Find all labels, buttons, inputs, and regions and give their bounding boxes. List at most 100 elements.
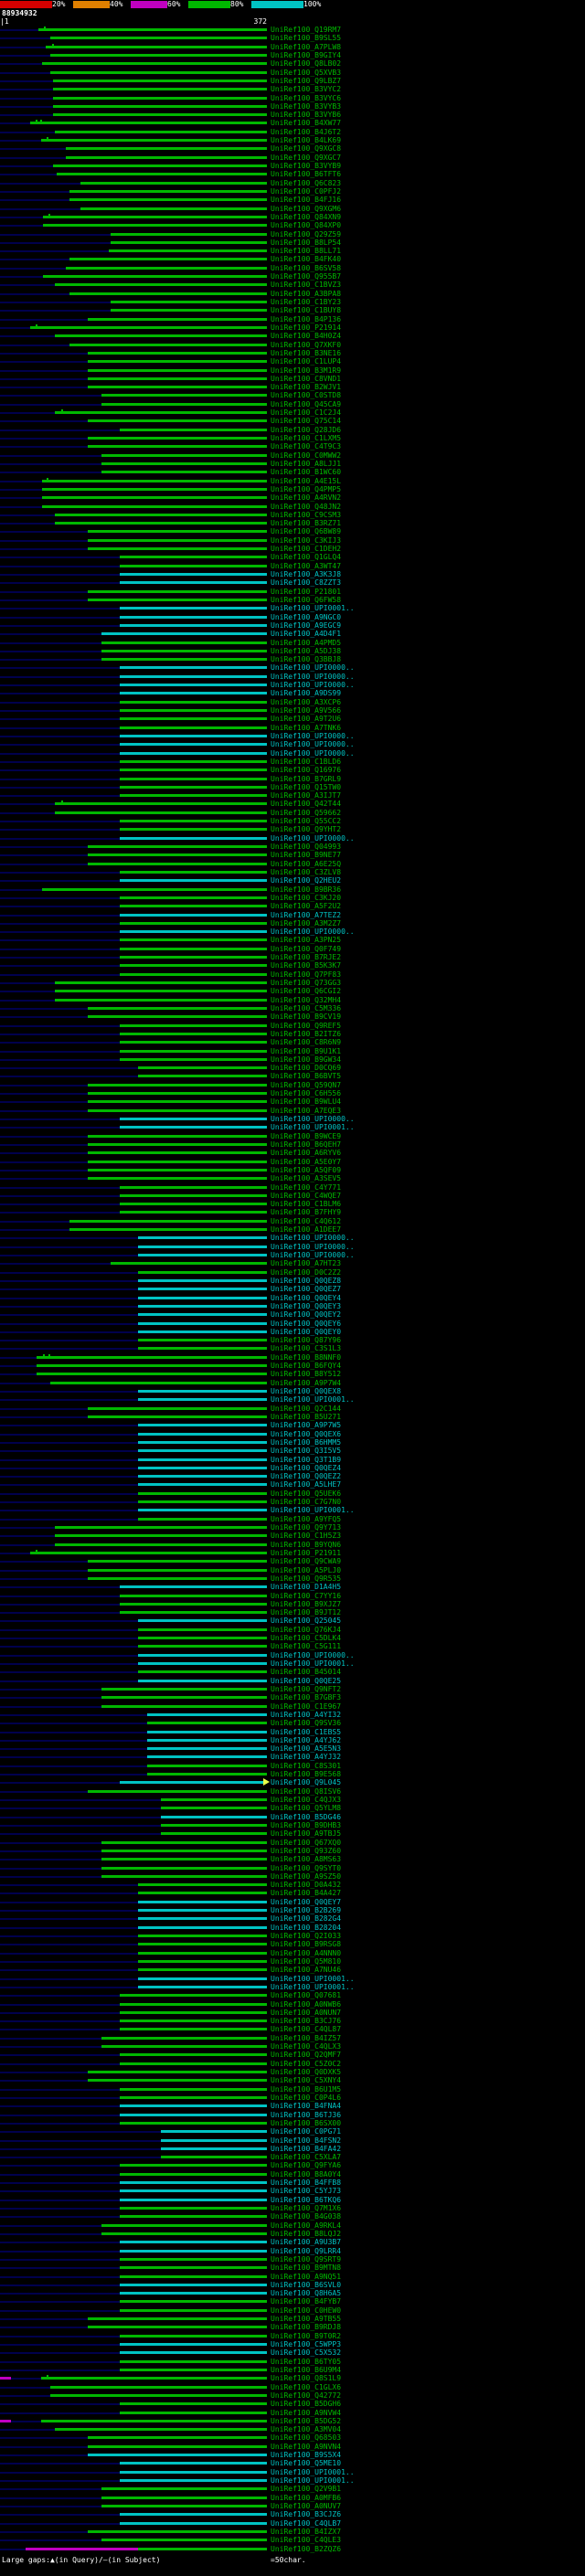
hit-label[interactable]: UniRef100_A9TB55 — [271, 2315, 342, 2324]
hit-label[interactable]: UniRef100_C1BUY8 — [271, 306, 342, 315]
hit-label[interactable]: UniRef100_C5Z0C2 — [271, 2059, 342, 2068]
hit-label[interactable]: UniRef100_B9BR36 — [271, 885, 342, 894]
hit-label[interactable]: UniRef100_Q93Z60 — [271, 1846, 342, 1855]
hit-label[interactable]: UniRef100_Q87Y96 — [271, 1336, 342, 1345]
hit-label[interactable]: UniRef100_B3VYC2 — [271, 85, 342, 94]
hit-label[interactable]: UniRef100_B9U1K1 — [271, 1046, 342, 1055]
hit-label[interactable]: UniRef100_B4FJ16 — [271, 196, 342, 205]
hit-label[interactable]: UniRef100_Q955B7 — [271, 272, 342, 281]
hit-label[interactable]: UniRef100_Q2V9B1 — [271, 2485, 342, 2494]
hit-label[interactable]: UniRef100_C5X532 — [271, 2348, 342, 2358]
hit-label[interactable]: UniRef100_B3CJZ6 — [271, 2510, 342, 2519]
hit-label[interactable]: UniRef100_A0NUN7 — [271, 2008, 342, 2017]
hit-label[interactable]: UniRef100_C1BY23 — [271, 298, 342, 306]
hit-label[interactable]: UniRef100_Q48JN2 — [271, 502, 342, 511]
hit-label[interactable]: UniRef100_Q7PF83 — [271, 970, 342, 979]
hit-label[interactable]: UniRef100_A9RKL4 — [271, 2221, 342, 2230]
hit-label[interactable]: UniRef100_Q15TW0 — [271, 782, 342, 791]
hit-label[interactable]: UniRef100_C4QLB7 — [271, 2518, 342, 2528]
hit-label[interactable]: UniRef100_Q2C144 — [271, 1404, 342, 1413]
hit-label[interactable]: UniRef100_B45014 — [271, 1668, 342, 1677]
hit-label[interactable]: UniRef100_A6RYV6 — [271, 1149, 342, 1158]
hit-label[interactable]: UniRef100_B3M1R9 — [271, 366, 342, 375]
hit-label[interactable]: UniRef100_B9NE77 — [271, 851, 342, 860]
hit-label[interactable]: UniRef100_B9WCE9 — [271, 1131, 342, 1140]
hit-label[interactable]: UniRef100_A7TNK6 — [271, 723, 342, 732]
hit-label[interactable]: UniRef100_B6U9M4 — [271, 2365, 342, 2374]
hit-label[interactable]: UniRef100_A5PLJ0 — [271, 1565, 342, 1574]
hit-label[interactable]: UniRef100_A5QF09 — [271, 1165, 342, 1174]
hit-label[interactable]: UniRef100_A7NU46 — [271, 1966, 342, 1975]
hit-label[interactable]: UniRef100_B2B269 — [271, 1906, 342, 1915]
hit-label[interactable]: UniRef100_A3MV04 — [271, 2425, 342, 2434]
hit-label[interactable]: UniRef100_UPI0001.. — [271, 1395, 355, 1405]
hit-label[interactable]: UniRef100_A4RVN2 — [271, 493, 342, 503]
hit-label[interactable]: UniRef100_A5F2U2 — [271, 902, 342, 911]
hit-label[interactable]: UniRef100_Q84XP0 — [271, 221, 342, 230]
hit-label[interactable]: UniRef100_B9SL55 — [271, 34, 342, 43]
hit-label[interactable]: UniRef100_C1BLM6 — [271, 1200, 342, 1209]
hit-label[interactable]: UniRef100_C1E967 — [271, 1701, 342, 1711]
hit-label[interactable]: UniRef100_UPI0001.. — [271, 2476, 355, 2485]
hit-label[interactable]: UniRef100_B9RDJ8 — [271, 2323, 342, 2332]
hit-label[interactable]: UniRef100_A4NNN0 — [271, 1948, 342, 1957]
hit-label[interactable]: UniRef100_A9V566 — [271, 706, 342, 715]
hit-label[interactable]: UniRef100_Q7XKF0 — [271, 340, 342, 349]
hit-label[interactable]: UniRef100_UPI0000.. — [271, 1234, 355, 1243]
hit-label[interactable]: UniRef100_B6U1M5 — [271, 2084, 342, 2094]
hit-label[interactable]: UniRef100_B9RSG8 — [271, 1940, 342, 1949]
hit-label[interactable]: UniRef100_UPI0001.. — [271, 1506, 355, 1515]
hit-label[interactable]: UniRef100_Q9XGC8 — [271, 144, 342, 154]
hit-label[interactable]: UniRef100_UPI0000.. — [271, 740, 355, 749]
hit-label[interactable]: UniRef100_Q16976 — [271, 766, 342, 775]
hit-label[interactable]: UniRef100_UPI0000.. — [271, 928, 355, 937]
hit-label[interactable]: UniRef100_D0CQ69 — [271, 1064, 342, 1073]
hit-label[interactable]: UniRef100_A6E25Q — [271, 859, 342, 868]
hit-label[interactable]: UniRef100_Q8S1L9 — [271, 2374, 342, 2383]
hit-label[interactable]: UniRef100_D0A432 — [271, 1881, 342, 1890]
hit-label[interactable]: UniRef100_A4YI32 — [271, 1710, 342, 1719]
hit-label[interactable]: UniRef100_B9JT12 — [271, 1608, 342, 1617]
hit-label[interactable]: UniRef100_A9NVN4 — [271, 2442, 342, 2451]
hit-label[interactable]: UniRef100_B6SV58 — [271, 263, 342, 272]
hit-label[interactable]: UniRef100_Q28JD6 — [271, 425, 342, 434]
hit-label[interactable]: UniRef100_A3M2Z7 — [271, 918, 342, 928]
hit-label[interactable]: UniRef100_C4Q612 — [271, 1216, 342, 1225]
hit-label[interactable]: UniRef100_P21801 — [271, 587, 342, 596]
hit-label[interactable]: UniRef100_Q9LRR4 — [271, 2246, 342, 2255]
hit-label[interactable]: UniRef100_Q0QEX6 — [271, 1429, 342, 1438]
hit-label[interactable]: UniRef100_Q8LB02 — [271, 59, 342, 69]
hit-label[interactable]: UniRef100_Q0QEZ8 — [271, 1276, 342, 1285]
hit-label[interactable]: UniRef100_B6SX00 — [271, 2118, 342, 2127]
hit-label[interactable]: UniRef100_C7YY16 — [271, 1591, 342, 1600]
hit-label[interactable]: UniRef100_A9P7W4 — [271, 1378, 342, 1387]
hit-label[interactable]: UniRef100_B7RJE2 — [271, 953, 342, 962]
hit-label[interactable]: UniRef100_Q0F749 — [271, 944, 342, 953]
hit-label[interactable]: UniRef100_Q9SRT9 — [271, 2254, 342, 2263]
hit-label[interactable]: UniRef100_Q32MH4 — [271, 995, 342, 1004]
hit-label[interactable]: UniRef100_Q0QEY2 — [271, 1310, 342, 1320]
hit-label[interactable]: UniRef100_C8S301 — [271, 1761, 342, 1770]
hit-label[interactable]: UniRef100_B2ZQZ6 — [271, 2544, 342, 2553]
hit-label[interactable]: UniRef100_Q0QEY0 — [271, 1327, 342, 1336]
hit-label[interactable]: UniRef100_B9GW34 — [271, 1055, 342, 1064]
hit-label[interactable]: UniRef100_B5U271 — [271, 1412, 342, 1421]
hit-label[interactable]: UniRef100_B4FNA4 — [271, 2102, 342, 2111]
hit-label[interactable]: UniRef100_A7HT23 — [271, 1259, 342, 1268]
hit-label[interactable]: UniRef100_C4QL87 — [271, 2025, 342, 2034]
hit-label[interactable]: UniRef100_C6H556 — [271, 1089, 342, 1098]
hit-label[interactable]: UniRef100_P21914 — [271, 323, 342, 332]
hit-label[interactable]: UniRef100_A0NUV7 — [271, 2501, 342, 2510]
hit-label[interactable]: UniRef100_Q0QEY7 — [271, 1897, 342, 1906]
hit-label[interactable]: UniRef100_UPI0000.. — [271, 663, 355, 673]
hit-label[interactable]: UniRef100_A9NVW4 — [271, 2408, 342, 2417]
hit-label[interactable]: UniRef100_B9MTN8 — [271, 2263, 342, 2273]
hit-label[interactable]: UniRef100_Q5YLM8 — [271, 1804, 342, 1813]
hit-label[interactable]: UniRef100_B7FHY9 — [271, 1208, 342, 1217]
hit-label[interactable]: UniRef100_B9E568 — [271, 1770, 342, 1779]
hit-label[interactable]: UniRef100_C3KJ20 — [271, 893, 342, 902]
hit-label[interactable]: UniRef100_A3BPA8 — [271, 289, 342, 298]
hit-label[interactable]: UniRef100_C1DEH2 — [271, 545, 342, 554]
hit-label[interactable]: UniRef100_A3PN25 — [271, 936, 342, 945]
hit-label[interactable]: UniRef100_A9DS99 — [271, 689, 342, 698]
